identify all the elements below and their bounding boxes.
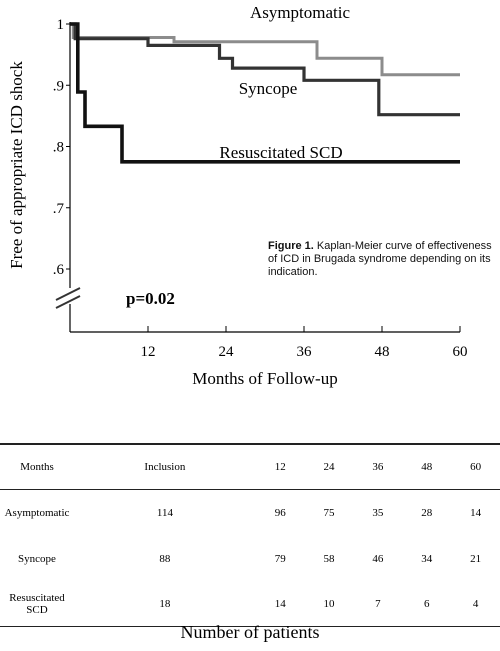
table-cell: 7	[353, 582, 403, 627]
table-cell: 28	[421, 507, 433, 519]
y-tick-label: .7	[53, 201, 65, 217]
y-axis-title: Free of appropriate ICD shock	[7, 61, 26, 269]
x-axis-title: Months of Follow-up	[192, 369, 337, 388]
figure-caption: Figure 1. Kaplan-Meier curve of effectiv…	[268, 240, 498, 279]
table-cell: 88	[159, 553, 171, 565]
y-tick-label: .8	[53, 140, 64, 156]
y-tick-label: 1	[57, 17, 65, 33]
table-header-cell: 36	[353, 443, 403, 490]
table-cell: 4	[451, 582, 500, 627]
table-row-label: Resuscitated SCD	[0, 582, 74, 627]
table-cell: 21	[470, 553, 482, 565]
table-cell: 35	[372, 507, 384, 519]
x-tick-label: 24	[219, 344, 235, 360]
axis-break-mark	[55, 287, 81, 301]
table-row-label: Asymptomatic	[4, 507, 70, 519]
x-tick-label: 36	[297, 344, 313, 360]
p-value-annotation: p=0.02	[126, 289, 175, 308]
table-cell: 14	[470, 507, 482, 519]
table-header-cell: Inclusion	[74, 443, 256, 490]
table-row: Syncope 88 79 58 46 34 21	[0, 536, 500, 582]
series-line-1	[70, 22, 460, 77]
table-title: Number of patients	[180, 622, 320, 642]
table-cell: 75	[323, 507, 335, 519]
table-cell: 6	[402, 582, 452, 627]
table-cell: 14	[255, 582, 305, 627]
table-row: Resuscitated SCD 18 14 10 7 6 4	[0, 582, 500, 627]
series-label-3: Resuscitated SCD	[219, 143, 342, 162]
x-tick-label: 12	[141, 344, 156, 360]
table-cell: 46	[372, 553, 384, 565]
x-tick-label: 60	[453, 344, 468, 360]
table-header-row: Months Inclusion 12 24 36 48 60	[0, 443, 500, 490]
table-cell: 96	[274, 507, 286, 519]
table-header-cell: 48	[402, 443, 452, 490]
series-line-3	[70, 22, 460, 164]
table-cell: 18	[74, 582, 256, 627]
series-line-2	[70, 22, 460, 117]
caption-text: Kaplan-Meier curve of effectiveness of I…	[268, 240, 492, 278]
table-header-cell: 60	[451, 443, 500, 490]
table-header-cell: 24	[304, 443, 354, 490]
table-header-cell: 12	[255, 443, 305, 490]
y-tick-label: .6	[53, 262, 65, 278]
caption-lead: Figure 1.	[268, 240, 314, 252]
chart-ticks: 1 .9 .8 .7 .6 12 24 36 48 60	[53, 17, 468, 360]
table-cell: 34	[421, 553, 433, 565]
chart-series	[70, 22, 460, 164]
table-cell: 79	[274, 553, 286, 565]
table-cell: 10	[304, 582, 354, 627]
table-header-cell: Months	[0, 443, 74, 490]
x-tick-label: 48	[375, 344, 390, 360]
series-label-1: Asymptomatic	[250, 3, 351, 22]
table-row: Asymptomatic 114 96 75 35 28 14	[0, 490, 500, 537]
patients-table: Months Inclusion 12 24 36 48 60 Asymptomatic 114…	[0, 443, 500, 627]
chart-axes	[55, 22, 460, 333]
table-cell: 58	[323, 553, 335, 565]
series-label-2: Syncope	[239, 79, 298, 98]
table-cell: 114	[156, 507, 173, 519]
axis-break-mark	[55, 295, 81, 309]
y-tick-label: .9	[53, 78, 64, 94]
table-row-label: Syncope	[18, 553, 56, 565]
kaplan-meier-chart: 1 .9 .8 .7 .6 12 24 36 48 60 Months of Follow-up F…	[7, 3, 468, 388]
chart-labels: Months of Follow-up Free of appropriate I…	[7, 3, 350, 388]
